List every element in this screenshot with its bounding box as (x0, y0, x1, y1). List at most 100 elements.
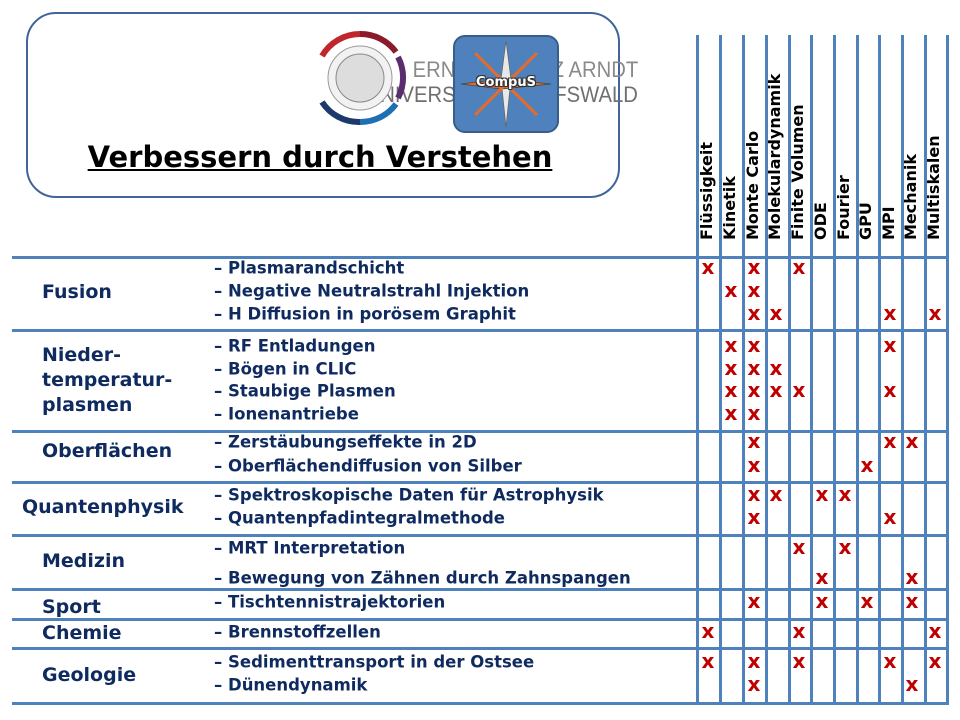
column-header-label: Molekulardynamik (765, 73, 784, 240)
column-header-label: GPU (856, 202, 875, 240)
column-divider (901, 35, 904, 705)
cross-mark: x (747, 378, 761, 402)
column-divider (742, 35, 745, 705)
compus-logo: CompuS (453, 35, 559, 133)
cross-mark: x (815, 482, 829, 506)
column-header-label: Multiskalen (924, 135, 943, 240)
cross-mark: x (815, 589, 829, 613)
group-label-line: Chemie (42, 622, 122, 644)
group-label: Quantenphysik (22, 495, 184, 520)
row-item-label: – Dünendynamik (214, 675, 368, 695)
column-divider (856, 35, 859, 705)
column-divider (765, 35, 768, 705)
column-header-label: Mechanik (901, 154, 920, 240)
cross-mark: x (747, 649, 761, 673)
cross-mark: x (838, 535, 852, 559)
cross-mark: x (769, 301, 783, 325)
column-header-label: Kinetik (720, 176, 739, 240)
cross-mark: x (883, 429, 897, 453)
cross-mark: x (747, 453, 761, 477)
cross-mark: x (883, 505, 897, 529)
column-divider (810, 35, 813, 705)
cross-mark: x (747, 401, 761, 425)
row-item-label: – Tischtennistrajektorien (214, 592, 446, 612)
row-item-label: – Negative Neutralstrahl Injektion (214, 281, 530, 301)
column-divider (788, 35, 791, 705)
cross-mark: x (860, 589, 874, 613)
cross-mark: x (747, 429, 761, 453)
column-divider (924, 35, 927, 705)
column-header-label: MPI (879, 206, 898, 240)
row-item-label: – Staubige Plasmen (214, 381, 396, 401)
cross-mark: x (792, 649, 806, 673)
cross-mark: x (792, 535, 806, 559)
row-item-label: – RF Entladungen (214, 336, 376, 356)
cross-mark: x (815, 565, 829, 589)
row-item-label: – Ionenantriebe (214, 404, 359, 424)
group-label-line: Nieder- (42, 344, 122, 366)
group-label: Fusion (42, 280, 112, 305)
cross-mark: x (724, 278, 738, 302)
column-divider (719, 35, 722, 705)
row-item-label: – Quantenpfadintegralmethode (214, 508, 505, 528)
slogan: Verbessern durch Verstehen (87, 140, 553, 174)
column-header-label: Finite Volumen (788, 104, 807, 240)
row-divider (12, 647, 948, 650)
group-label: Oberflächen (42, 439, 172, 464)
group-label: Geologie (42, 663, 136, 688)
group-label-line: temperatur- (42, 369, 173, 391)
cross-mark: x (701, 619, 715, 643)
column-header-label: Fourier (834, 175, 853, 240)
group-label: Nieder-temperatur-plasmen (42, 343, 172, 418)
cross-mark: x (724, 333, 738, 357)
university-seal-logo (319, 30, 407, 126)
compus-label: CompuS (476, 75, 536, 90)
cross-mark: x (883, 649, 897, 673)
row-divider (12, 481, 948, 484)
cross-mark: x (928, 301, 942, 325)
cross-mark: x (838, 482, 852, 506)
cross-mark: x (928, 619, 942, 643)
row-item-label: – Zerstäubungseffekte in 2D (214, 432, 477, 452)
group-label-line: Geologie (42, 664, 137, 686)
group-label: Sport (42, 595, 101, 620)
column-divider (946, 35, 949, 705)
row-divider (12, 256, 948, 259)
cross-mark: x (792, 619, 806, 643)
row-item-label: – MRT Interpretation (214, 538, 406, 558)
cross-mark: x (792, 255, 806, 279)
row-item-label: – H Diffusion in porösem Graphit (214, 304, 516, 324)
cross-mark: x (769, 356, 783, 380)
row-divider (12, 430, 948, 433)
cross-mark: x (701, 649, 715, 673)
cross-mark: x (905, 429, 919, 453)
cross-mark: x (724, 378, 738, 402)
cross-mark: x (905, 672, 919, 696)
cross-mark: x (883, 301, 897, 325)
row-divider (12, 588, 948, 591)
group-label: Chemie (42, 621, 122, 646)
group-label-line: Quantenphysik (22, 496, 184, 518)
group-label-line: Medizin (42, 550, 126, 572)
row-item-label: – Oberflächendiffusion von Silber (214, 456, 522, 476)
row-divider (12, 702, 948, 705)
cross-mark: x (747, 255, 761, 279)
row-item-label: – Spektroskopische Daten für Astrophysik (214, 485, 604, 505)
column-divider (878, 35, 881, 705)
row-item-label: – Bögen in CLIC (214, 359, 357, 379)
cross-mark: x (747, 505, 761, 529)
compass-star-icon (460, 40, 552, 128)
column-header-label: ODE (811, 202, 830, 240)
row-divider (12, 618, 948, 621)
cross-mark: x (747, 278, 761, 302)
column-header-label: Monte Carlo (743, 130, 762, 240)
cross-mark: x (747, 356, 761, 380)
group-label-line: Fusion (42, 281, 112, 303)
row-divider (12, 534, 948, 537)
cross-mark: x (928, 649, 942, 673)
column-divider (696, 35, 699, 705)
cross-mark: x (860, 453, 874, 477)
group-label-line: plasmen (42, 394, 133, 416)
row-item-label: – Brennstoffzellen (214, 622, 381, 642)
